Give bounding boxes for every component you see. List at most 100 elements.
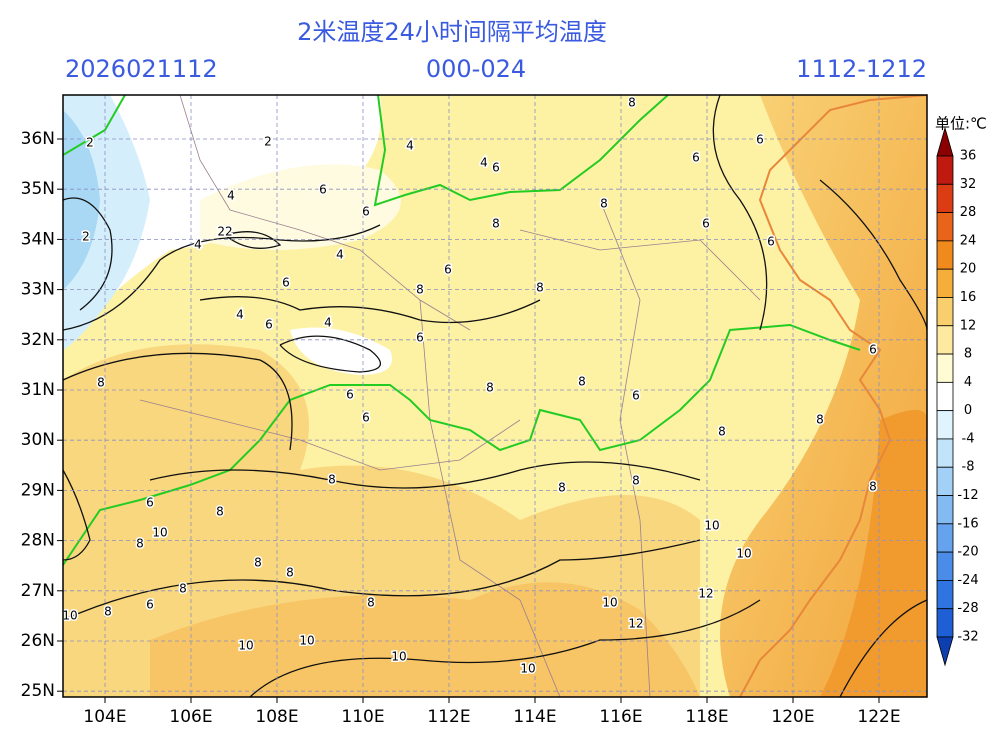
contour-label: 4 (236, 308, 244, 322)
colorbar-label: 24 (960, 233, 977, 248)
colorbar-label: 32 (960, 177, 977, 192)
contour-label: 8 (179, 582, 187, 596)
contour-label: 8 (254, 556, 262, 570)
colorbar-segment (936, 551, 954, 581)
lat-label: 26N (21, 631, 55, 651)
contour-label: 6 (282, 276, 290, 290)
contour-label: 6 (444, 263, 452, 277)
colorbar-label: 8 (964, 347, 972, 362)
colorbar-label: -16 (957, 516, 978, 531)
colorbar-arrow-bottom (936, 636, 954, 667)
lon-label: 112E (427, 707, 470, 727)
colorbar-segment (936, 523, 954, 553)
colorbar-label: 12 (960, 318, 977, 333)
colorbar-segment (936, 240, 954, 270)
contour-label: 2 (86, 136, 94, 150)
graticule (63, 95, 927, 697)
contour-label: 8 (216, 505, 224, 519)
colorbar-label: -24 (957, 573, 978, 588)
contour-label: 22 (217, 225, 232, 239)
contour-label: 8 (869, 480, 877, 494)
colorbar-segment (936, 580, 954, 610)
colorbar-segment (936, 183, 954, 213)
lat-label: 29N (21, 480, 55, 500)
contour-label: 6 (692, 151, 700, 165)
colorbar-label: 0 (964, 403, 972, 418)
colorbar-segment (936, 268, 954, 298)
colorbar-segment (936, 381, 954, 412)
colorbar-label: -12 (957, 488, 978, 503)
contour-label: 6 (767, 235, 775, 249)
contour-label: 8 (492, 217, 500, 231)
map-field (63, 95, 927, 697)
coastline (739, 95, 927, 697)
init-time: 2026021112 (65, 55, 218, 83)
map-frame (62, 94, 928, 698)
colorbar-segment (936, 495, 954, 525)
contour-label: 8 (97, 376, 105, 390)
lat-label: 25N (21, 681, 55, 701)
contour-label: 2 (82, 230, 90, 244)
contour-label: 8 (136, 537, 144, 551)
contour-label: 10 (152, 526, 167, 540)
contour-label: 10 (299, 634, 314, 648)
contour-label: 10 (391, 650, 406, 664)
forecast-hours: 000-024 (426, 55, 526, 83)
colorbar-label: 4 (964, 375, 972, 390)
colorbar-label: -28 (957, 601, 978, 616)
lat-label: 27N (21, 581, 55, 601)
contour-label: 8 (286, 566, 294, 580)
contour-label: 8 (632, 474, 640, 488)
contour-label: 12 (698, 587, 713, 601)
contour-label: 6 (146, 496, 154, 510)
contour-label: 4 (480, 156, 488, 170)
field-cold-blue-deep (63, 110, 100, 290)
colorbar-segment (936, 608, 954, 638)
valid-period: 1112-1212 (796, 55, 927, 83)
contour-label: 8 (367, 596, 375, 610)
contour-label: 4 (227, 189, 235, 203)
colorbar-label: -4 (962, 431, 975, 446)
contour-label: 8 (558, 481, 566, 495)
contour-label: 10 (602, 596, 617, 610)
colorbar-segment (936, 438, 954, 468)
contour-label: 10 (704, 519, 719, 533)
colorbar-label: -32 (957, 630, 978, 645)
field-warmer (150, 582, 700, 697)
lon-label: 120E (771, 707, 814, 727)
lon-label: 122E (857, 707, 900, 727)
contour-label: 6 (362, 411, 370, 425)
lat-label: 33N (21, 280, 55, 300)
contour-label: 8 (600, 197, 608, 211)
colorbar-label: 16 (960, 290, 977, 305)
contour-label: 8 (328, 473, 336, 487)
province-border (139, 95, 761, 697)
lon-label: 114E (513, 707, 556, 727)
colorbar-label: 36 (960, 149, 977, 164)
unit-label: 单位:℃ (935, 115, 987, 133)
contour-label: 4 (406, 139, 414, 153)
contour-label: 2 (264, 135, 272, 149)
field-cool (200, 164, 401, 250)
lon-label: 110E (341, 707, 384, 727)
contour-label: 6 (632, 389, 640, 403)
contour-label: 8 (816, 413, 824, 427)
colorbar-label: -8 (962, 460, 975, 475)
contour-label: 8 (486, 381, 494, 395)
field-cool-2 (290, 327, 392, 375)
colorbar-segment (936, 353, 954, 383)
colorbar-segment (936, 325, 954, 355)
contour-label: 12 (628, 617, 643, 631)
map-lines (63, 95, 927, 697)
contour-label: 10 (520, 662, 535, 676)
colorbar-segment (936, 212, 954, 242)
colorbar-segment (936, 155, 954, 185)
isotherm-tight (63, 197, 381, 561)
contour-label: 8 (104, 605, 112, 619)
contour-label: 6 (346, 388, 354, 402)
contour-label: 6 (702, 217, 710, 231)
field-southeast-deep (820, 410, 927, 697)
colorbar-label: 28 (960, 205, 977, 220)
